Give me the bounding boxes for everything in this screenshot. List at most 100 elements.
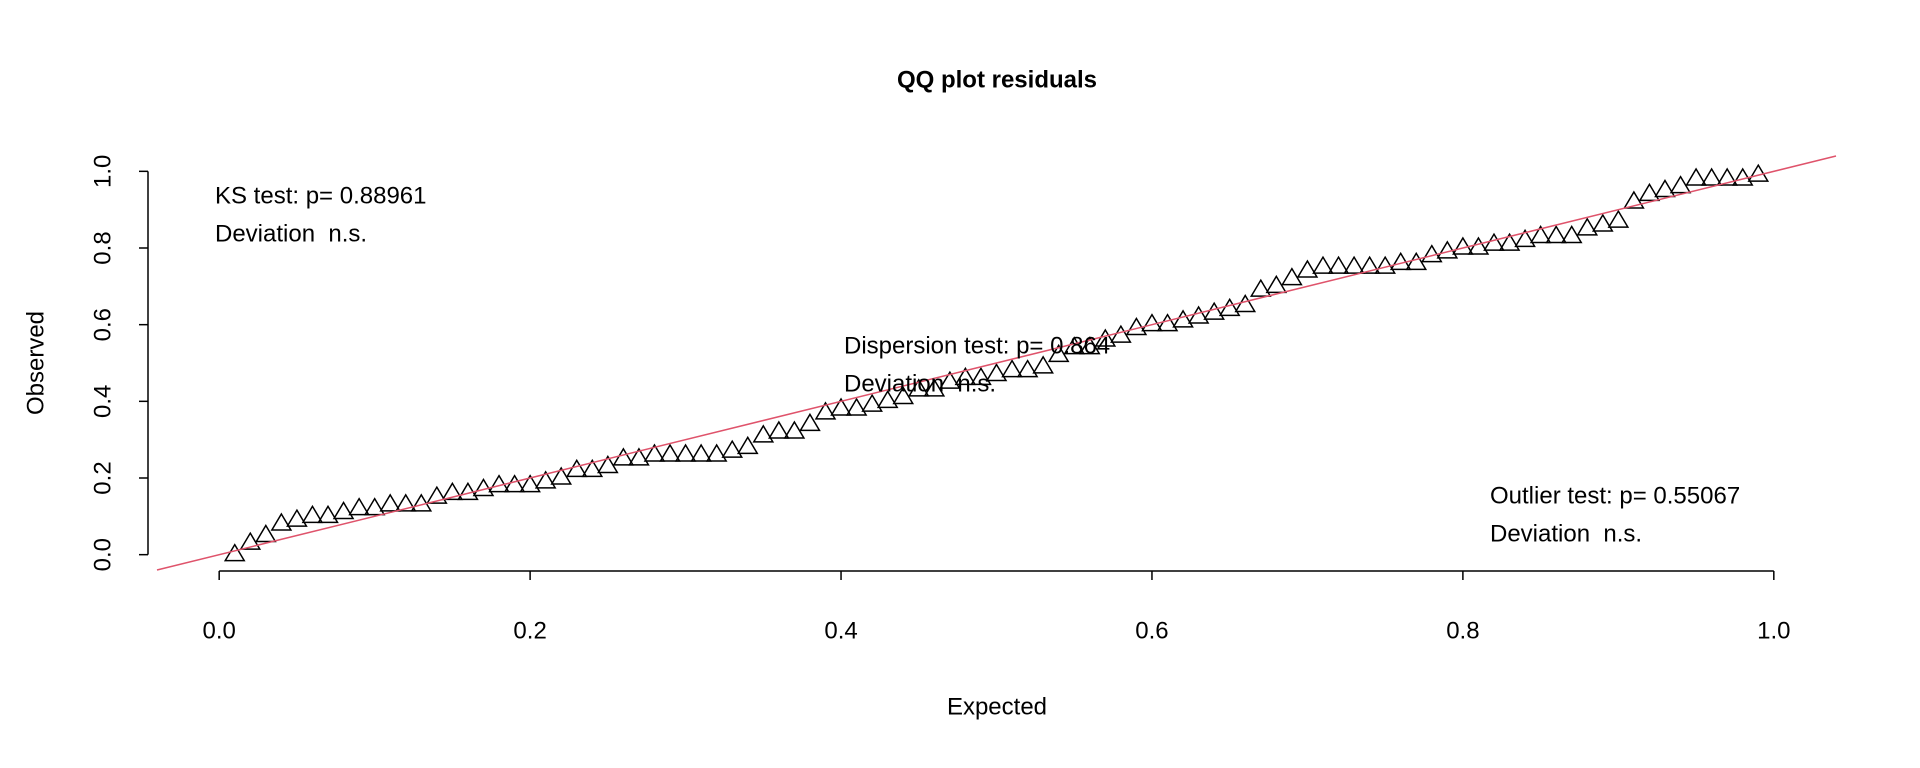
- point: [1623, 190, 1645, 209]
- point: [1700, 167, 1723, 186]
- point: [597, 455, 619, 474]
- point: [1032, 355, 1054, 374]
- x-tick-label: 0.8: [1446, 617, 1479, 644]
- point: [939, 370, 961, 389]
- point: [1436, 240, 1459, 259]
- x-tick-label: 0.4: [824, 617, 857, 644]
- annotation: Deviation n.s.: [1490, 520, 1642, 547]
- point: [1514, 228, 1536, 248]
- annotation: KS test: p= 0.88961: [215, 182, 427, 209]
- point: [426, 485, 448, 504]
- point: [1265, 274, 1288, 294]
- point: [348, 497, 370, 516]
- point: [1716, 167, 1738, 186]
- point: [1420, 244, 1443, 263]
- point: [954, 366, 977, 386]
- point: [534, 470, 557, 489]
- point: [690, 443, 712, 462]
- point: [985, 363, 1008, 382]
- point: [1654, 179, 1676, 198]
- point: [1001, 359, 1023, 378]
- point: [457, 481, 479, 501]
- point: [1249, 278, 1272, 297]
- point: [410, 493, 433, 512]
- point: [1374, 255, 1396, 274]
- y-tick-label: 0.8: [89, 231, 116, 264]
- point: [1498, 232, 1521, 251]
- point: [1529, 225, 1552, 244]
- point: [845, 397, 868, 416]
- point: [317, 504, 339, 524]
- point: [814, 401, 837, 420]
- y-tick-label: 0.4: [89, 385, 116, 418]
- annotation: Deviation n.s.: [844, 370, 996, 397]
- point: [1327, 255, 1350, 274]
- point: [239, 531, 262, 550]
- point: [1545, 225, 1567, 244]
- point: [799, 412, 821, 432]
- point: [1747, 163, 1770, 182]
- point: [1452, 236, 1474, 255]
- point: [923, 378, 946, 397]
- point: [301, 504, 324, 524]
- point: [907, 378, 930, 397]
- x-axis-label: Expected: [947, 693, 1047, 720]
- y-tick-label: 0.2: [89, 461, 116, 494]
- point: [286, 508, 308, 527]
- point: [472, 478, 495, 497]
- point: [1343, 255, 1365, 274]
- y-tick-label: 0.0: [89, 538, 116, 571]
- y-axis-label: Observed: [22, 311, 49, 415]
- point: [1312, 255, 1334, 274]
- point: [1576, 217, 1599, 236]
- point: [674, 443, 697, 462]
- point: [628, 447, 650, 466]
- point: [752, 424, 775, 443]
- point: [270, 512, 293, 531]
- point: [488, 474, 510, 493]
- point: [970, 366, 992, 386]
- point: [441, 481, 464, 501]
- point: [1296, 259, 1319, 278]
- point: [1141, 313, 1163, 332]
- x-tick-label: 0.0: [202, 617, 235, 644]
- point: [550, 466, 573, 485]
- point: [255, 524, 277, 543]
- point: [1078, 336, 1101, 355]
- point: [659, 443, 681, 462]
- point: [581, 458, 604, 478]
- point: [1389, 251, 1412, 271]
- reference-line: [156, 155, 1837, 571]
- chart-title: QQ plot residuals: [897, 66, 1097, 93]
- x-tick-label: 0.6: [1135, 617, 1168, 644]
- annotation: Deviation n.s.: [215, 220, 367, 247]
- point: [783, 420, 806, 439]
- point: [768, 420, 790, 439]
- annotation: Dispersion test: p= 0.864: [844, 332, 1110, 359]
- point: [830, 397, 852, 416]
- point: [861, 393, 883, 412]
- point: [1638, 182, 1661, 202]
- point: [736, 435, 759, 455]
- x-tick-label: 1.0: [1757, 617, 1790, 644]
- point: [363, 497, 386, 516]
- point: [1358, 255, 1381, 274]
- point: [705, 443, 728, 462]
- y-tick-label: 1.0: [89, 155, 116, 188]
- point: [1047, 343, 1070, 363]
- point: [1560, 225, 1583, 244]
- point: [1281, 267, 1303, 286]
- point: [519, 474, 541, 493]
- point: [1591, 213, 1614, 232]
- y-tick-label: 0.6: [89, 308, 116, 341]
- point: [892, 386, 915, 405]
- annotation: Outlier test: p= 0.55067: [1490, 482, 1740, 509]
- point: [1125, 317, 1148, 336]
- point: [332, 501, 355, 520]
- point: [721, 439, 744, 458]
- point: [394, 493, 417, 512]
- x-tick-label: 0.2: [513, 617, 546, 644]
- point: [643, 443, 666, 462]
- point: [1607, 209, 1630, 228]
